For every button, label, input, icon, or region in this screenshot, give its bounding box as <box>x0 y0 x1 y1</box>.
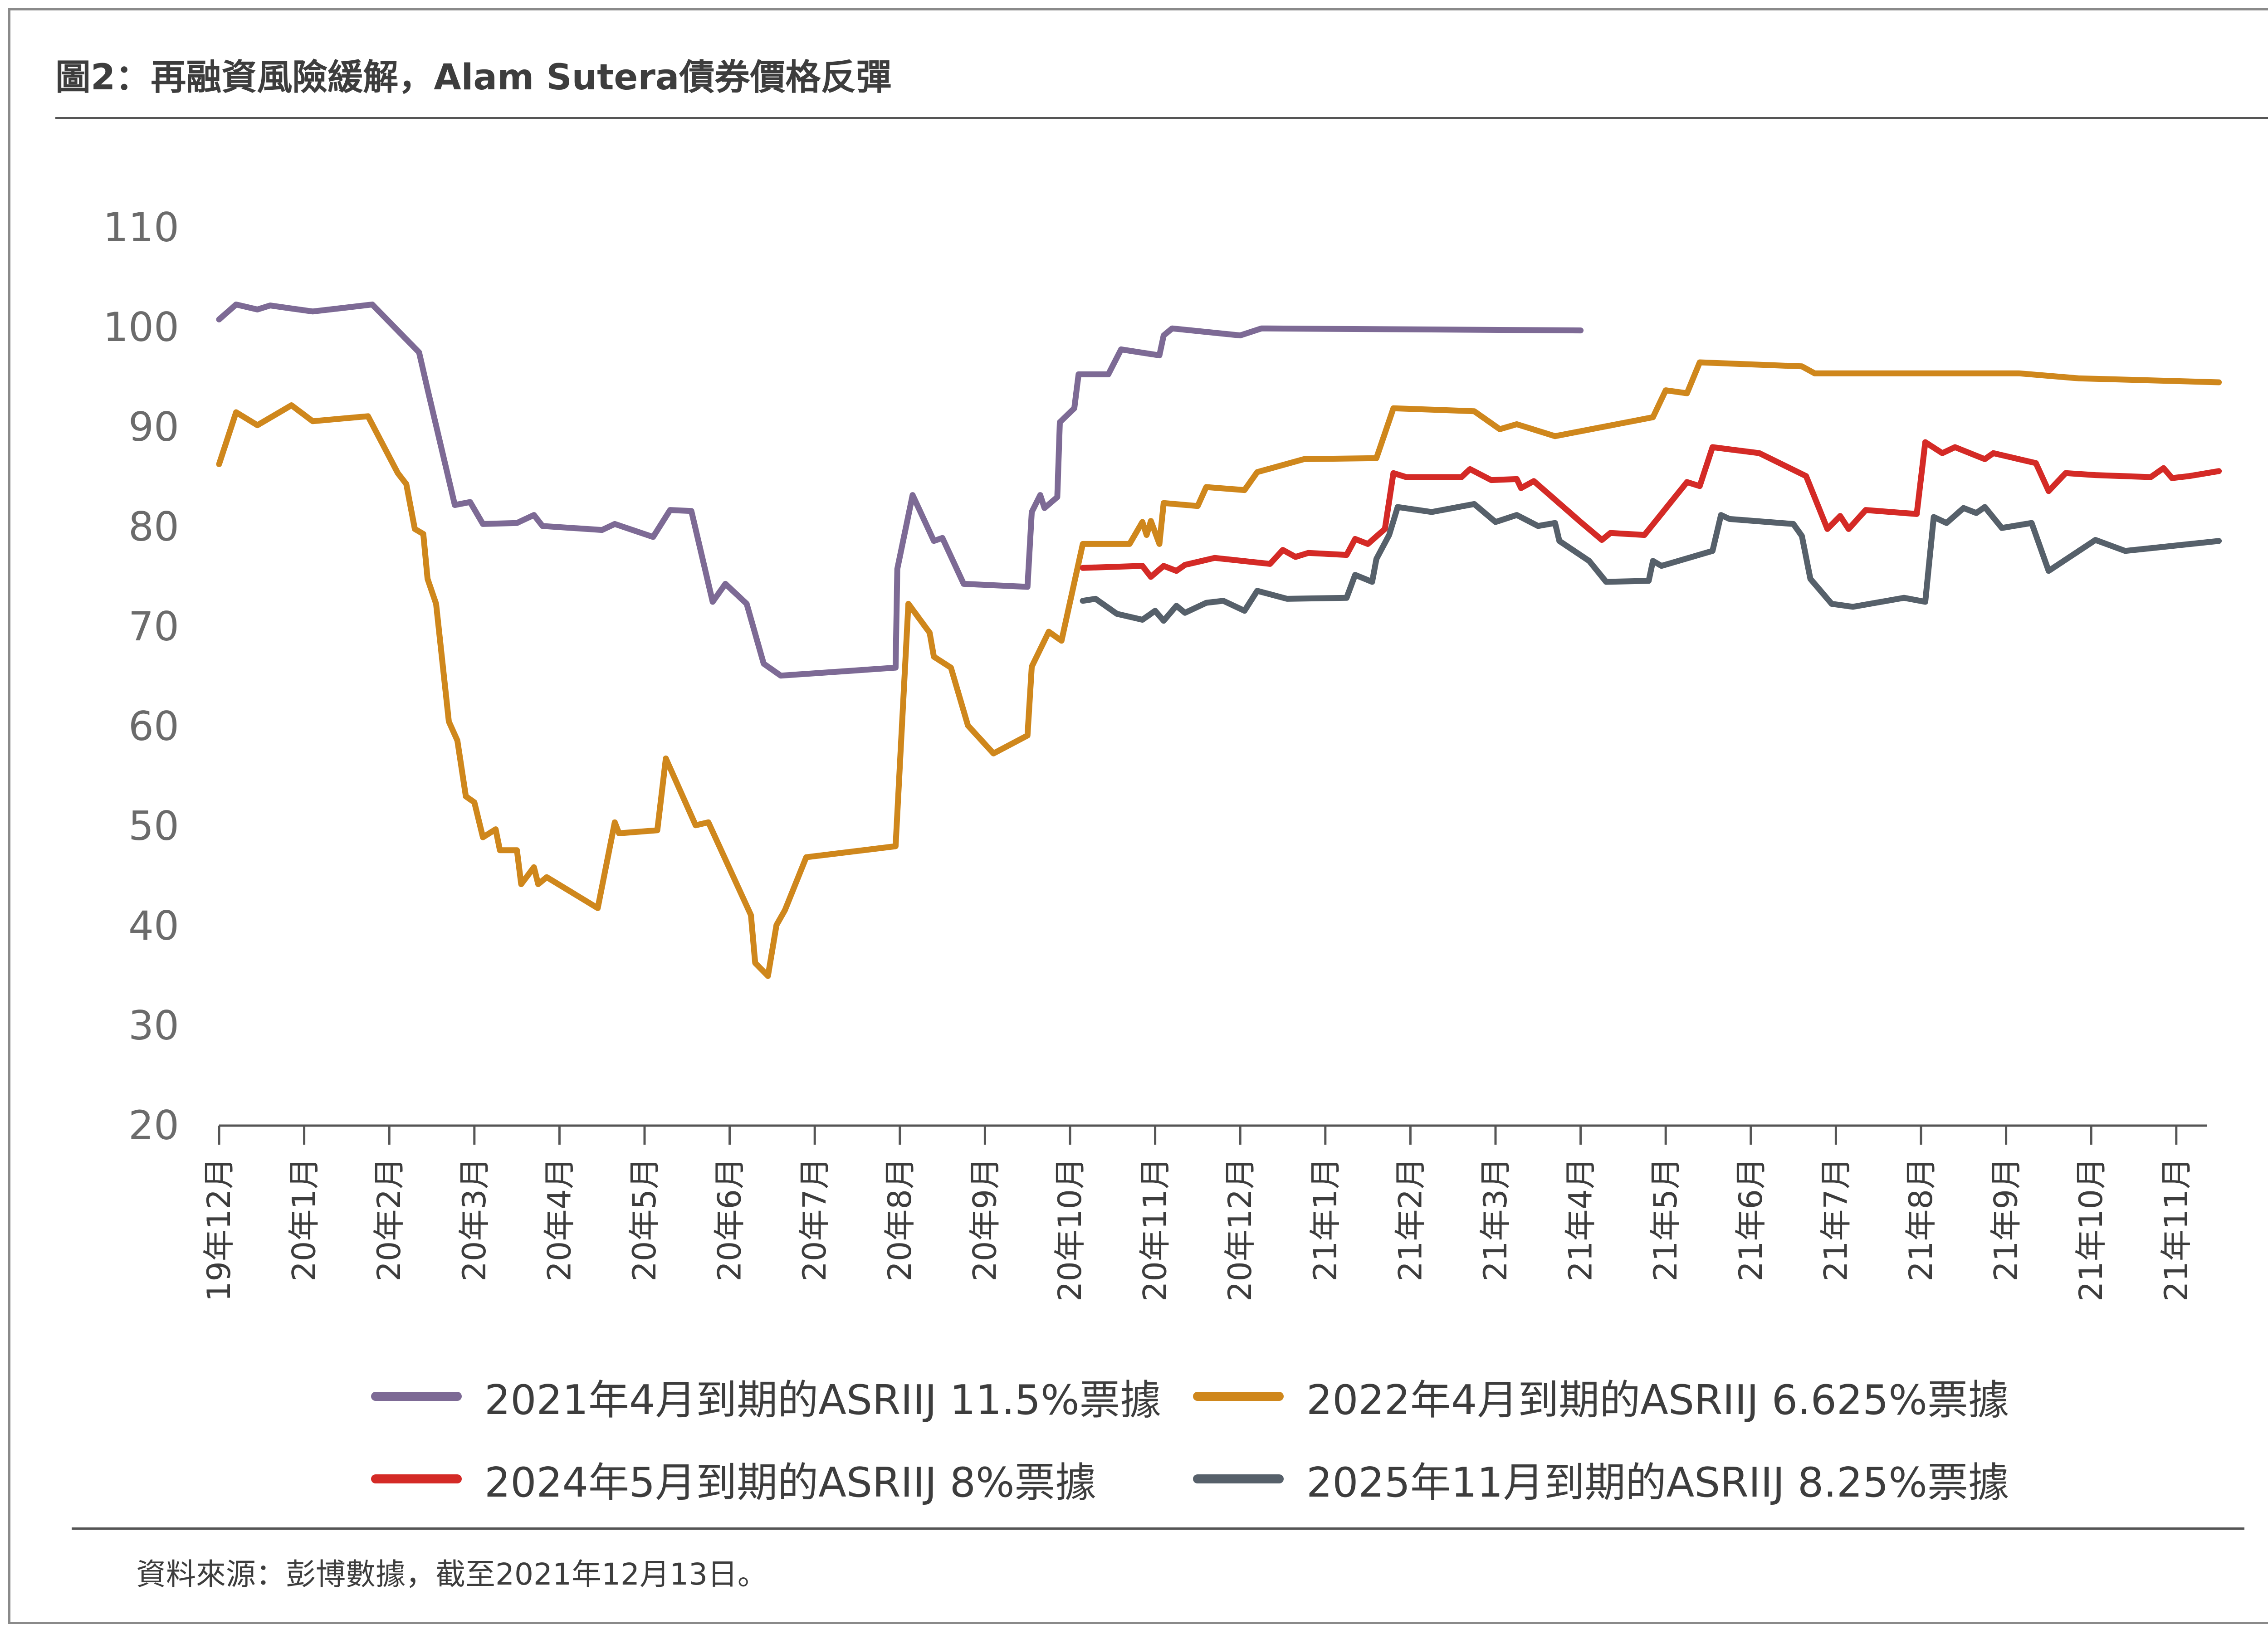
x-tick-label: 20年3月 <box>456 1157 493 1282</box>
x-tick-label: 21年4月 <box>1562 1157 1599 1282</box>
y-tick-label: 110 <box>103 204 179 251</box>
x-tick-label: 21年2月 <box>1392 1157 1429 1282</box>
source-note: 資料來源：彭博數據，截至2021年12月13日。 <box>136 1557 767 1592</box>
y-tick-label: 70 <box>128 603 179 650</box>
y-tick-label: 50 <box>128 803 179 849</box>
legend-swatch-1 <box>1193 1392 1284 1401</box>
legend-item: 2024年5月到期的ASRIIJ 8%票據 <box>371 1449 1096 1508</box>
x-tick-label: 21年1月 <box>1307 1157 1344 1282</box>
x-tick-label: 20年9月 <box>966 1157 1003 1282</box>
x-tick-label: 21年8月 <box>1902 1157 1940 1282</box>
legend-item: 2021年4月到期的ASRIIJ 11.5%票據 <box>371 1367 1161 1426</box>
x-tick-label: 20年6月 <box>711 1157 748 1282</box>
x-axis: 19年12月 20年1月 20年2月 20年3月 20年4月 20年5月 20年6月 20年7… <box>200 1124 2207 1302</box>
x-tick-label: 20年8月 <box>881 1157 919 1282</box>
x-tick-label: 20年11月 <box>1137 1157 1174 1302</box>
series-line-2 <box>1080 439 2222 580</box>
series-line-1 <box>216 359 2222 979</box>
x-tick-label: 20年4月 <box>541 1157 578 1282</box>
x-tick-label: 21年5月 <box>1647 1157 1684 1282</box>
x-tick-label: 21年6月 <box>1732 1157 1769 1282</box>
x-tick-label: 20年2月 <box>371 1157 408 1282</box>
legend-label-2: 2024年5月到期的ASRIIJ 8%票據 <box>484 1459 1096 1507</box>
figure-frame <box>8 8 2268 1624</box>
chart-title: 圖2：再融資風險緩解，Alam Sutera債券價格反彈 <box>55 57 892 98</box>
x-tick-label: 21年3月 <box>1477 1157 1514 1282</box>
y-tick-label: 30 <box>128 1002 179 1049</box>
y-axis: 20 30 40 50 60 70 80 90 100 110 <box>103 204 179 1149</box>
y-tick-label: 80 <box>128 503 179 550</box>
legend-swatch-3 <box>1193 1474 1284 1483</box>
x-tick-label: 20年1月 <box>286 1157 323 1282</box>
source-divider <box>72 1527 2244 1530</box>
series-line-0 <box>216 301 1584 679</box>
series-line-3 <box>1080 501 2222 624</box>
legend-label-0: 2021年4月到期的ASRIIJ 11.5%票據 <box>484 1376 1161 1424</box>
y-tick-label: 90 <box>128 404 179 450</box>
y-tick-label: 20 <box>128 1102 179 1149</box>
x-tick-label: 21年11月 <box>2158 1157 2195 1302</box>
legend-label-3: 2025年11月到期的ASRIIJ 8.25%票據 <box>1306 1459 2009 1507</box>
series-lines <box>216 301 2222 979</box>
legend-swatch-2 <box>371 1474 462 1483</box>
x-tick-label: 20年10月 <box>1051 1157 1089 1302</box>
x-tick-label: 21年7月 <box>1817 1157 1854 1282</box>
legend-swatch-0 <box>371 1392 462 1401</box>
legend-label-1: 2022年4月到期的ASRIIJ 6.625%票據 <box>1306 1376 2009 1424</box>
y-tick-label: 40 <box>128 902 179 949</box>
title-divider <box>55 117 2268 119</box>
y-tick-label: 100 <box>103 304 179 351</box>
x-tick-label: 20年7月 <box>796 1157 833 1282</box>
legend-item: 2022年4月到期的ASRIIJ 6.625%票據 <box>1193 1367 2009 1426</box>
y-tick-label: 60 <box>128 703 179 750</box>
x-tick-label: 19年12月 <box>200 1157 238 1302</box>
x-tick-label: 21年9月 <box>1988 1157 2025 1282</box>
legend-item: 2025年11月到期的ASRIIJ 8.25%票據 <box>1193 1449 2009 1508</box>
x-tick-label: 21年10月 <box>2072 1157 2110 1302</box>
x-tick-label: 20年12月 <box>1222 1157 1259 1302</box>
x-tick-label: 20年5月 <box>626 1157 663 1282</box>
